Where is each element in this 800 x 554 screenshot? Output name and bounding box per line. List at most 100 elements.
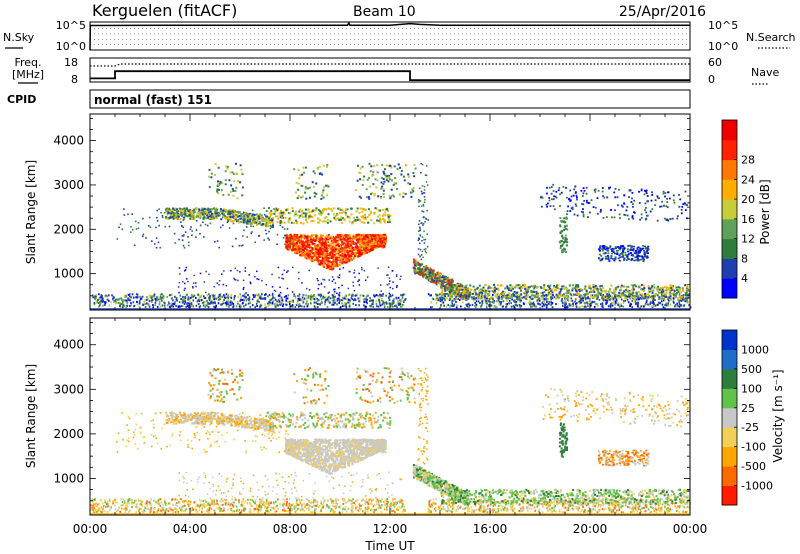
data-cell xyxy=(217,214,219,217)
data-cell xyxy=(156,297,159,300)
data-cell xyxy=(365,234,368,237)
data-cell xyxy=(233,298,236,301)
data-cell xyxy=(421,240,423,242)
data-cell xyxy=(363,221,366,224)
data-cell xyxy=(585,305,587,308)
data-cell xyxy=(298,236,301,238)
data-cell xyxy=(144,303,147,305)
data-cell xyxy=(403,300,405,303)
data-cell xyxy=(305,302,307,305)
data-cell xyxy=(317,299,319,302)
data-cell xyxy=(161,299,163,302)
data-cell xyxy=(151,240,153,242)
data-cell xyxy=(412,190,415,193)
data-cell xyxy=(269,301,272,304)
data-cell xyxy=(427,245,429,248)
data-cell xyxy=(343,237,346,240)
data-cell xyxy=(257,235,260,237)
data-cell xyxy=(424,250,427,252)
data-cell xyxy=(487,294,489,297)
data-cell xyxy=(407,173,410,176)
noise-panel: 10^5 10^0 10^5 10^0 N.Sky N.Search xyxy=(3,19,796,53)
data-cell xyxy=(344,234,347,236)
data-cell xyxy=(311,216,314,219)
data-cell xyxy=(620,303,622,306)
data-cell xyxy=(382,246,385,249)
data-cell xyxy=(420,254,423,256)
data-cell xyxy=(122,302,125,305)
data-cell xyxy=(225,165,228,168)
data-cell xyxy=(324,236,327,239)
data-cell xyxy=(450,300,453,303)
data-cell xyxy=(358,253,361,256)
data-cell xyxy=(626,298,629,301)
data-cell xyxy=(457,290,460,293)
data-cell xyxy=(242,218,244,221)
data-cell xyxy=(108,304,111,307)
data-cell xyxy=(124,299,126,302)
data-cell xyxy=(175,304,177,307)
data-cell xyxy=(547,302,550,305)
data-cell xyxy=(322,196,325,199)
data-cell xyxy=(165,210,168,213)
data-cell xyxy=(284,234,286,237)
data-cell xyxy=(363,299,365,302)
data-cell xyxy=(305,219,308,222)
data-cell xyxy=(575,297,578,300)
data-cell xyxy=(393,165,396,168)
data-cell xyxy=(569,292,572,295)
data-cell xyxy=(485,304,488,307)
data-cell xyxy=(116,298,118,301)
data-cell xyxy=(393,181,396,184)
data-cell xyxy=(220,296,222,299)
data-cell xyxy=(230,220,233,223)
data-cell xyxy=(412,172,415,174)
data-cell xyxy=(304,256,307,259)
data-cell xyxy=(267,305,269,308)
data-cell xyxy=(318,212,321,215)
data-cell xyxy=(326,221,329,224)
data-cell xyxy=(382,240,385,243)
data-cell xyxy=(316,236,319,239)
data-cell xyxy=(192,215,195,218)
data-cell xyxy=(101,301,104,303)
data-cell xyxy=(680,291,683,294)
data-cell xyxy=(246,218,249,221)
data-cell xyxy=(262,223,265,225)
data-cell xyxy=(466,304,469,307)
data-cell xyxy=(118,226,120,229)
data-cell xyxy=(324,184,327,187)
data-cell xyxy=(244,217,246,220)
data-cell xyxy=(159,293,162,296)
data-cell xyxy=(286,228,289,230)
data-cell xyxy=(501,296,504,299)
data-cell xyxy=(417,263,420,266)
data-cell xyxy=(430,280,433,283)
data-cell xyxy=(316,244,319,247)
data-cell xyxy=(230,209,233,212)
data-cell xyxy=(335,260,338,263)
data-cell xyxy=(250,232,252,235)
data-cell xyxy=(510,294,513,297)
data-cell xyxy=(340,249,343,252)
data-cell xyxy=(230,296,233,299)
data-cell xyxy=(251,304,254,307)
data-cell xyxy=(431,280,434,283)
data-cell xyxy=(238,303,241,306)
data-cell xyxy=(178,238,180,241)
data-cell xyxy=(348,216,351,219)
data-cell xyxy=(300,213,303,216)
data-cell xyxy=(288,243,291,246)
data-cell xyxy=(166,304,169,307)
data-cell xyxy=(302,234,305,237)
cpid-frame xyxy=(89,89,691,109)
data-cell xyxy=(367,294,369,297)
data-cell xyxy=(276,221,279,224)
data-cell xyxy=(180,221,182,223)
data-cell xyxy=(110,301,113,304)
data-cell xyxy=(382,302,385,305)
data-cell xyxy=(414,270,417,273)
data-cell xyxy=(182,305,184,308)
data-cell xyxy=(333,299,336,302)
data-cell xyxy=(350,246,353,248)
